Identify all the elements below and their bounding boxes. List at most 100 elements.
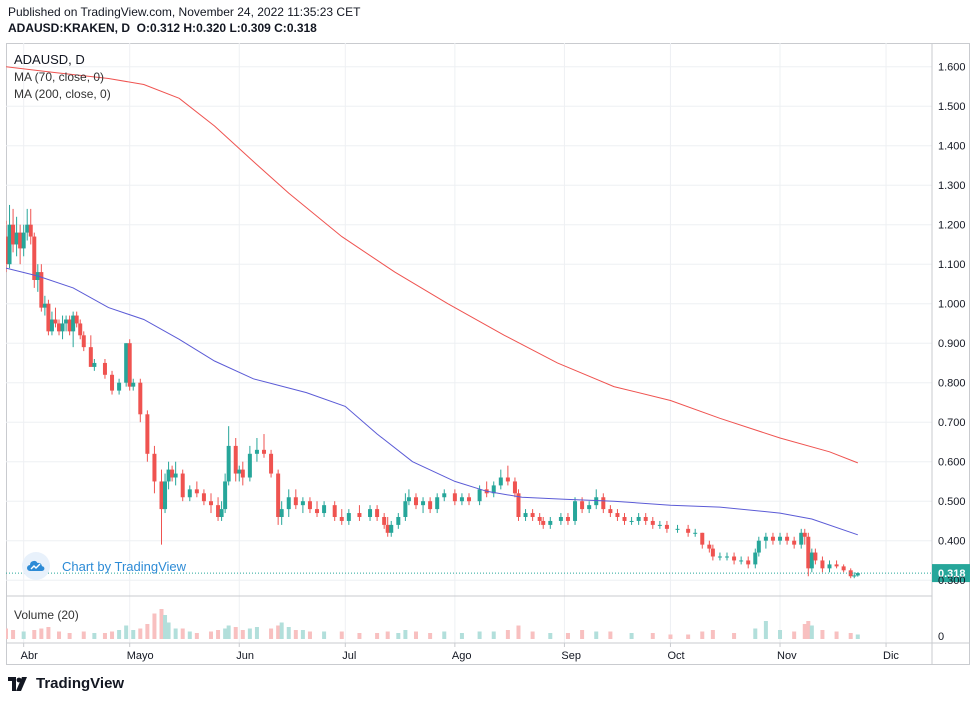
- candle: [799, 528, 804, 549]
- candle: [565, 513, 570, 525]
- candle-body: [74, 315, 79, 324]
- candle-body: [102, 362, 107, 375]
- candle-body: [166, 469, 171, 482]
- volume-bar: [629, 633, 634, 639]
- volume-bar: [194, 633, 199, 639]
- candle: [145, 410, 150, 462]
- candle-body: [732, 556, 737, 561]
- candle-body: [389, 524, 394, 533]
- candle-body: [459, 497, 464, 502]
- legend-ma70[interactable]: MA (70, close, 0): [14, 70, 105, 84]
- candle: [530, 509, 535, 521]
- y-tick-label: 0.800: [938, 378, 966, 390]
- candle-body: [269, 453, 274, 474]
- candle: [110, 370, 115, 395]
- watermark-text[interactable]: Chart by TradingView: [62, 558, 187, 574]
- volume-bar: [403, 630, 408, 639]
- x-tick-label: Ago: [452, 650, 472, 662]
- candle: [594, 489, 599, 510]
- candle-body: [516, 493, 521, 517]
- tradingview-cloud-icon: [22, 552, 50, 580]
- candle-body: [60, 323, 65, 332]
- candle: [707, 540, 712, 553]
- candle-body: [491, 485, 496, 494]
- candle: [792, 536, 797, 549]
- candle: [78, 319, 83, 340]
- candle-body: [124, 343, 129, 383]
- chart-by-tradingview[interactable]: Chart by TradingView: [22, 551, 186, 581]
- candle-body: [852, 575, 857, 577]
- candle: [512, 477, 517, 498]
- candle: [293, 489, 298, 510]
- candle: [14, 216, 19, 257]
- y-tick-label: 1.000: [938, 299, 966, 311]
- candle-body: [46, 303, 51, 332]
- candle-body: [180, 473, 185, 498]
- candle: [573, 497, 578, 525]
- x-tick-label: Sep: [561, 650, 581, 662]
- candle-body: [565, 517, 570, 521]
- ohlc-caption: ADAUSD:KRAKEN, D O:0.312 H:0.320 L:0.309…: [8, 21, 317, 36]
- candle-body: [806, 536, 811, 569]
- candle-body: [300, 501, 305, 506]
- legend-ma200[interactable]: MA (200, close, 0): [14, 87, 111, 101]
- volume-bar: [269, 628, 274, 639]
- candle: [467, 493, 471, 506]
- close-label: C:: [274, 21, 287, 35]
- volume-bar: [763, 621, 768, 639]
- last-price-label: 0.318: [938, 568, 966, 580]
- candle: [57, 319, 62, 336]
- candle: [247, 445, 252, 482]
- candle: [226, 426, 231, 486]
- candle: [21, 224, 26, 257]
- x-tick-label: Oct: [667, 650, 684, 662]
- last-price-marker: 0.318: [6, 564, 970, 583]
- candle: [732, 552, 737, 565]
- candle: [237, 465, 242, 482]
- price-chart[interactable]: 0.318 1.600 1.500 1.400 1.300 1.200 1.100 1.00…: [6, 43, 970, 665]
- candle-body: [541, 520, 546, 525]
- volume-bar: [180, 628, 185, 639]
- y-tick-label: 1.100: [938, 259, 966, 271]
- volume-bar: [173, 628, 178, 639]
- volume-bar: [300, 630, 305, 639]
- candle: [608, 505, 613, 517]
- candle-body: [725, 556, 730, 558]
- candle-body: [746, 560, 751, 565]
- candle: [117, 378, 122, 395]
- candle-body: [293, 497, 298, 506]
- candle-body: [332, 505, 337, 517]
- volume-bar: [223, 628, 228, 639]
- candle: [548, 517, 553, 529]
- volume-bar: [548, 633, 553, 639]
- candle-body: [346, 513, 351, 521]
- candle-body: [587, 505, 592, 510]
- footer-logo[interactable]: TradingView: [8, 675, 124, 692]
- candle-body: [194, 489, 199, 494]
- volume-bar: [247, 628, 252, 639]
- candle-body: [152, 453, 157, 482]
- candle: [852, 572, 857, 579]
- volume-bar: [276, 625, 281, 639]
- volume-bar: [46, 627, 51, 639]
- candle: [42, 295, 47, 316]
- candle: [785, 532, 790, 545]
- x-tick-label: Dic: [883, 650, 899, 662]
- candle: [855, 572, 860, 577]
- volume-bar: [117, 630, 122, 639]
- candle-body: [201, 493, 206, 502]
- open-label: O:: [136, 21, 151, 35]
- candle-body: [131, 382, 136, 387]
- candle: [827, 560, 832, 573]
- candle-body: [32, 236, 37, 280]
- candle-body: [216, 505, 221, 517]
- candle: [300, 497, 305, 514]
- y-tick-label: 1.500: [938, 101, 966, 113]
- candle-body: [208, 501, 213, 506]
- candle-body: [700, 532, 705, 545]
- candle: [159, 469, 164, 545]
- candle-body: [505, 477, 510, 482]
- candle: [223, 473, 228, 514]
- legend-volume[interactable]: Volume (20): [14, 608, 79, 622]
- candle: [537, 513, 542, 525]
